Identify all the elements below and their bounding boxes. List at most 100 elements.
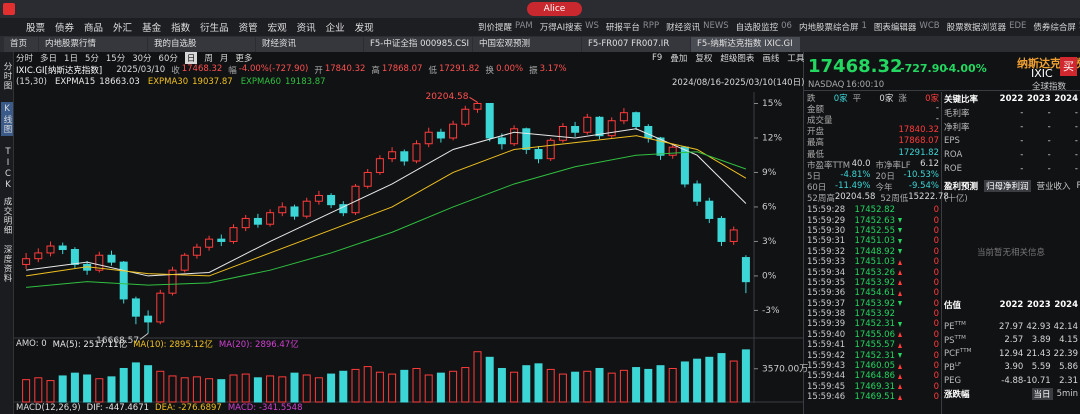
candle-body bbox=[449, 123, 458, 139]
menu-item[interactable]: 发现 bbox=[354, 23, 374, 34]
menu-bar: 股票 债券 商品 外汇 基金 指数 衍生品 资管 宏观 资讯 企业 发现 bbox=[26, 18, 374, 36]
trade-volume: 0 bbox=[933, 236, 939, 247]
toolbar-code: PAM bbox=[515, 21, 533, 31]
toolbar-item[interactable]: 图表编辑器 WCB bbox=[874, 21, 940, 33]
sidebar-item[interactable]: K线图 bbox=[1, 102, 13, 136]
legend-item: AMO: 0 bbox=[16, 339, 47, 349]
tab[interactable]: 我的自选股 bbox=[148, 37, 255, 52]
trade-price: 17452.82 bbox=[854, 205, 895, 216]
tab[interactable]: F5-FR007 FR007.IR bbox=[582, 37, 690, 52]
tab[interactable]: 首页 bbox=[4, 37, 38, 52]
stats-row: 成交量 - bbox=[807, 114, 939, 126]
period-button[interactable]: 15分 bbox=[105, 54, 126, 64]
volume-bar bbox=[619, 369, 628, 403]
legend-item: EXPMA30 19037.87 bbox=[148, 77, 233, 87]
trade-row: 15:59:30 17452.55 0 bbox=[807, 226, 939, 236]
menu-item[interactable]: 指数 bbox=[171, 23, 191, 34]
valuation-label: PE bbox=[944, 322, 955, 333]
forecast-tab[interactable]: PE bbox=[1076, 181, 1080, 191]
valuation-value: 21.43 bbox=[1026, 348, 1051, 359]
period-button[interactable]: 月 bbox=[219, 54, 229, 64]
quote-stats: 跌 0家平 0家涨 0家 金额 - 成交量 - 开盘 17840.32 最高 17868.07 最低 17… bbox=[807, 92, 949, 205]
menu-item[interactable]: 外汇 bbox=[113, 23, 133, 34]
menu-item[interactable]: 股票 bbox=[26, 23, 46, 34]
trade-volume: 0 bbox=[933, 371, 939, 382]
period-button[interactable]: 30分 bbox=[132, 54, 152, 64]
candle-body bbox=[314, 194, 323, 202]
volume-bar bbox=[46, 380, 55, 403]
toolbar-item[interactable]: 股票数据浏览器 EDE bbox=[947, 21, 1027, 33]
sidebar-item[interactable]: 分时图 bbox=[2, 62, 12, 91]
ratio-value: - bbox=[1020, 136, 1024, 146]
tab[interactable]: F5-纳斯达克指数 IXIC.GI bbox=[691, 37, 800, 52]
volume-bar bbox=[522, 365, 531, 403]
toolbar-item[interactable]: 研报平台 RPP bbox=[606, 21, 659, 33]
period-button[interactable]: 周 bbox=[204, 54, 213, 64]
period-button[interactable]: 5分 bbox=[84, 54, 99, 64]
candle-body bbox=[693, 183, 702, 202]
buy-button[interactable]: 买 bbox=[1060, 57, 1077, 76]
user-badge[interactable]: Alice bbox=[527, 2, 582, 16]
period-button[interactable]: 1日 bbox=[64, 54, 78, 64]
toolbar-code: WCB bbox=[919, 21, 940, 31]
trade-volume: 0 bbox=[933, 225, 939, 236]
candle-body bbox=[95, 254, 104, 271]
forecast-tab[interactable]: 营业收入 bbox=[1036, 182, 1071, 192]
toolbar-item[interactable]: 自选股监控 06 bbox=[736, 21, 792, 33]
toolbar-code: EDE bbox=[1009, 21, 1027, 31]
sidebar-item[interactable]: TICK bbox=[3, 147, 13, 191]
sidebar-item[interactable]: 深度资料 bbox=[2, 245, 12, 283]
toolbar-item[interactable]: 到价提醒 PAM bbox=[478, 21, 533, 33]
sidebar-item[interactable]: 成交明细 bbox=[2, 197, 12, 235]
tab[interactable]: 内地股票行情 bbox=[39, 37, 147, 52]
change-header: 涨跌幅 当日 5min bbox=[944, 387, 1078, 400]
price-change: -727.90 bbox=[900, 62, 948, 75]
change-tab[interactable]: 当日 bbox=[1031, 387, 1053, 400]
year-header: 2023 bbox=[1026, 300, 1051, 310]
period-button[interactable]: 多日 bbox=[40, 54, 58, 64]
toolbar-code: WS bbox=[585, 21, 599, 31]
trade-row: 15:59:39 17452.31 0 bbox=[807, 319, 939, 329]
toolbar-item[interactable]: 债券综合屏5 bbox=[1033, 21, 1080, 33]
menu-item[interactable]: 资讯 bbox=[296, 23, 316, 34]
change-tab[interactable]: 5min bbox=[1056, 388, 1078, 399]
tool-button[interactable]: F9 bbox=[652, 53, 663, 63]
menu-item[interactable]: 企业 bbox=[325, 23, 345, 34]
tool-button[interactable]: 画线 bbox=[762, 54, 780, 64]
trade-volume: 0 bbox=[933, 350, 939, 361]
forecast-tab[interactable]: 归母净利润 bbox=[984, 180, 1031, 192]
exchange: NASDAQ bbox=[808, 80, 845, 90]
period-button[interactable]: 60分 bbox=[158, 54, 178, 64]
period-button[interactable]: 更多 bbox=[235, 54, 253, 64]
forecast-tab[interactable]: 盈利预测 bbox=[944, 182, 979, 192]
candle-body bbox=[522, 128, 531, 150]
tool-button[interactable]: 叠加 bbox=[670, 54, 688, 64]
menu-item[interactable]: 资管 bbox=[238, 23, 258, 34]
toolbar-item[interactable]: 万得AI搜索 WS bbox=[540, 21, 599, 33]
trade-row: 15:59:38 17453.92 0 bbox=[807, 309, 939, 319]
tool-button[interactable]: 复权 bbox=[695, 54, 713, 64]
stats-cell: 开盘 17840.32 bbox=[807, 125, 939, 137]
menu-item[interactable]: 债券 bbox=[55, 23, 75, 34]
toolbar-item[interactable]: 财经资讯 NEWS bbox=[666, 21, 729, 33]
period-button[interactable]: 分时 bbox=[16, 54, 34, 64]
year-header: 2024 bbox=[1054, 300, 1078, 310]
toolbar-item[interactable]: 内地股票综合屏 1 bbox=[799, 21, 867, 33]
trade-time: 15:59:37 bbox=[807, 298, 846, 309]
candle-body bbox=[217, 238, 226, 242]
tab[interactable]: 财经资讯 bbox=[256, 37, 363, 52]
tool-button[interactable]: 超级图表 bbox=[720, 54, 755, 64]
menu-item[interactable]: 宏观 bbox=[267, 23, 287, 34]
stats-value: 0家 bbox=[833, 93, 848, 104]
candle-body bbox=[473, 102, 482, 110]
candle-body bbox=[534, 148, 543, 160]
tool-button[interactable]: 工具 bbox=[787, 54, 805, 64]
menu-item[interactable]: 衍生品 bbox=[200, 23, 229, 34]
menu-item[interactable]: 基金 bbox=[142, 23, 162, 34]
period-button[interactable]: 日 bbox=[184, 52, 198, 64]
volume-bar bbox=[290, 372, 299, 403]
menu-item[interactable]: 商品 bbox=[84, 23, 104, 34]
field-label: 幅 bbox=[228, 66, 237, 76]
tab[interactable]: F5-中证全指 000985.CSI bbox=[364, 37, 472, 52]
tab[interactable]: 中国宏观预测 bbox=[473, 37, 581, 52]
